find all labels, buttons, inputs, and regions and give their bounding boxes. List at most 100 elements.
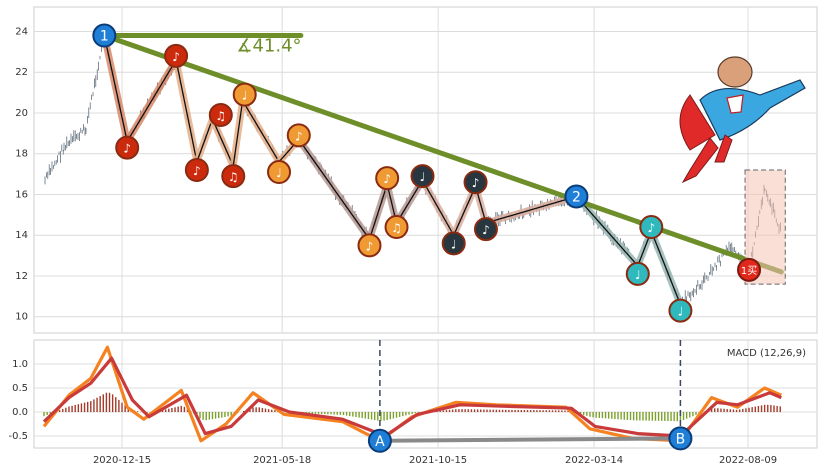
note-marker: ♪ — [286, 123, 311, 148]
price-y-tick-label: 14 — [15, 230, 28, 241]
wave-line — [175, 59, 198, 162]
wave-line — [242, 100, 280, 163]
note-marker-label: ♪ — [366, 239, 374, 253]
note-marker-circle — [375, 166, 400, 191]
macd-y-tick-label: 1.0 — [12, 359, 28, 370]
note-marker-circle — [668, 298, 693, 323]
mascot-leg-2 — [714, 134, 733, 163]
price-y-tick-label: 18 — [15, 149, 28, 160]
wave-line — [650, 230, 682, 305]
note-marker-circle — [115, 135, 140, 160]
note-marker: ♪ — [473, 217, 498, 242]
note-marker-label: ♪ — [295, 129, 303, 143]
divergence-marker-circle — [367, 428, 392, 453]
note-marker-circle — [410, 164, 435, 189]
x-tick-label: 2022-03-14 — [565, 455, 623, 466]
mascot-emblem — [726, 94, 744, 114]
macd-y-tick-label: 0.0 — [12, 407, 28, 418]
pivot-marker-label: 1 — [100, 29, 109, 45]
note-marker: ♩ — [232, 82, 257, 107]
macd-y-tick-label: 0.5 — [12, 383, 28, 394]
wave-line — [126, 59, 177, 142]
x-tick-label: 2020-12-15 — [93, 455, 151, 466]
wave-line — [421, 179, 455, 236]
macd-title: MACD (12,26,9) — [727, 348, 806, 359]
pivot-marker-circle — [92, 23, 117, 48]
divergence-marker-label: A — [375, 434, 385, 450]
divergence-marker: B — [668, 426, 693, 451]
mascot-head — [717, 56, 753, 88]
note-marker-label: ♫ — [215, 109, 226, 123]
note-marker-circle — [357, 233, 382, 258]
wave-line — [575, 196, 639, 267]
note-marker: ♪ — [184, 158, 209, 182]
note-marker: ♩ — [668, 298, 693, 323]
note-marker-label: ♫ — [228, 170, 239, 184]
note-marker-label: ♪ — [193, 164, 201, 178]
note-marker-circle — [441, 231, 466, 256]
downtrend-line — [101, 33, 784, 275]
mascot-cape — [679, 94, 716, 151]
mascot-leg — [681, 137, 719, 184]
note-marker: ♩ — [441, 231, 466, 256]
price-y-tick-label: 10 — [15, 312, 28, 323]
note-marker: ♫ — [384, 215, 409, 240]
note-marker: ♩ — [410, 164, 435, 189]
pivot-marker: 1 — [92, 23, 117, 48]
note-marker-circle — [232, 82, 257, 107]
note-marker-label: ♪ — [383, 172, 391, 186]
note-marker-circle — [286, 123, 311, 148]
price-trend-lines: ∡41.4° — [101, 33, 784, 275]
note-marker-label: ♪ — [172, 50, 180, 64]
note-marker-circle — [473, 217, 498, 242]
note-marker-circle — [184, 158, 209, 182]
divergence-marker-label: B — [676, 431, 686, 447]
macd-y-tick-label: -0.5 — [8, 431, 28, 442]
note-marker-label: ♩ — [678, 305, 684, 319]
note-marker: ♪ — [357, 233, 382, 258]
pivot-marker-circle — [564, 184, 589, 209]
note-marker-label: ♩ — [242, 89, 248, 103]
note-marker-circle — [384, 215, 409, 240]
x-tick-label: 2022-08-09 — [719, 455, 777, 466]
x-axis-ticks: 2020-12-15 2021-05-18 2021-10-15 2022-03-14… — [93, 455, 777, 466]
note-marker-label: ♪ — [647, 221, 655, 235]
note-marker-label: ♩ — [451, 237, 457, 251]
note-marker: ♪ — [115, 135, 140, 160]
pivot-marker-label: 2 — [572, 189, 581, 205]
note-marker-label: ♩ — [420, 170, 426, 184]
note-marker: ♪ — [463, 170, 488, 195]
note-marker-label: ♪ — [482, 223, 490, 237]
pivot-marker: 2 — [564, 184, 589, 209]
price-y-tick-label: 12 — [15, 271, 28, 282]
wave-line — [196, 118, 214, 163]
note-marker-circle — [625, 261, 650, 286]
note-marker-label: ♩ — [635, 268, 641, 282]
price-markers: ♪ ♪ ♪ ♫ ♫ ♩ ♩ ♪ ♪ ♪ ♫ ♩ ♩ ♪ ♪ ♩ ♪ ♩ 1 2 1买 — [92, 23, 762, 323]
wave-line — [103, 35, 128, 142]
x-tick-label: 2021-05-18 — [253, 455, 311, 466]
macd-y-ticks: -0.5 0.0 0.5 1.0 — [8, 359, 28, 442]
price-y-tick-label: 22 — [15, 67, 28, 78]
divergence-marker-circle — [668, 426, 693, 451]
note-marker-circle — [221, 164, 246, 189]
angle-label: ∡41.4° — [236, 36, 301, 57]
buy-marker-label: 1买 — [741, 265, 757, 277]
note-marker-circle — [639, 215, 664, 240]
wave-line — [485, 195, 577, 224]
price-wave-segments — [100, 32, 684, 308]
buy-marker-circle — [737, 257, 762, 282]
note-marker: ♩ — [625, 261, 650, 286]
note-marker: ♫ — [208, 102, 233, 127]
note-marker: ♫ — [221, 164, 246, 189]
x-tick-label: 2021-10-15 — [409, 455, 467, 466]
wave-line — [368, 184, 388, 240]
buy-marker: 1买 — [737, 257, 762, 282]
divergence-marker: A — [367, 428, 392, 453]
macd-panel-background — [33, 339, 818, 449]
price-y-ticks: 10 12 14 16 18 20 22 24 — [15, 26, 28, 322]
